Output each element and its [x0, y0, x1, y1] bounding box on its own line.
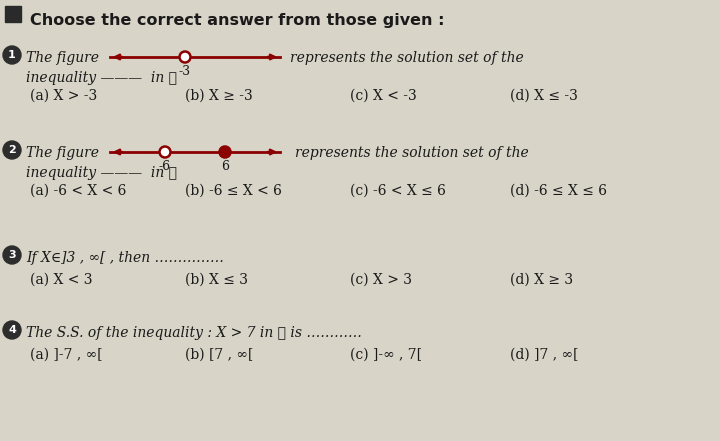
Text: (a) X > -3: (a) X > -3	[30, 89, 97, 103]
Text: (c) X > 3: (c) X > 3	[350, 273, 412, 287]
Text: The figure: The figure	[26, 51, 99, 65]
Text: (b) [7 , ∞[: (b) [7 , ∞[	[185, 348, 253, 362]
Text: Choose the correct answer from those given :: Choose the correct answer from those giv…	[30, 13, 444, 28]
Circle shape	[220, 146, 230, 157]
Circle shape	[179, 52, 191, 63]
Text: represents the solution set of the: represents the solution set of the	[295, 146, 528, 160]
Text: (d) X ≤ -3: (d) X ≤ -3	[510, 89, 578, 103]
Circle shape	[3, 141, 21, 159]
Circle shape	[3, 46, 21, 64]
Text: If X∈]3 , ∞[ , then ……………: If X∈]3 , ∞[ , then ……………	[26, 251, 224, 265]
Text: (a) ]-7 , ∞[: (a) ]-7 , ∞[	[30, 348, 102, 362]
Text: Q: Q	[9, 14, 17, 23]
Text: 1: 1	[8, 50, 16, 60]
Text: (d) X ≥ 3: (d) X ≥ 3	[510, 273, 573, 287]
Text: The figure: The figure	[26, 146, 99, 160]
Text: 3: 3	[8, 250, 16, 260]
Text: inequality ———  in ℝ: inequality ——— in ℝ	[26, 71, 177, 85]
Text: (b) X ≤ 3: (b) X ≤ 3	[185, 273, 248, 287]
Text: (d) ]7 , ∞[: (d) ]7 , ∞[	[510, 348, 578, 362]
Text: (c) ]-∞ , 7[: (c) ]-∞ , 7[	[350, 348, 422, 362]
Text: (d) -6 ≤ X ≤ 6: (d) -6 ≤ X ≤ 6	[510, 184, 607, 198]
Text: (a) X < 3: (a) X < 3	[30, 273, 92, 287]
Text: 2: 2	[8, 145, 16, 155]
Bar	[5, 6, 21, 22]
Text: (c) -6 < X ≤ 6: (c) -6 < X ≤ 6	[350, 184, 446, 198]
Text: 6: 6	[221, 160, 229, 173]
Text: The S.S. of the inequality : X > 7 in ℝ is …………: The S.S. of the inequality : X > 7 in ℝ …	[26, 326, 362, 340]
Text: (b) X ≥ -3: (b) X ≥ -3	[185, 89, 253, 103]
Text: 4: 4	[8, 325, 16, 335]
Text: (c) X < -3: (c) X < -3	[350, 89, 417, 103]
Circle shape	[3, 246, 21, 264]
Circle shape	[160, 146, 171, 157]
Text: -3: -3	[179, 65, 191, 78]
Text: (a) -6 < X < 6: (a) -6 < X < 6	[30, 184, 127, 198]
Circle shape	[3, 321, 21, 339]
Text: inequality ———  in ℝ: inequality ——— in ℝ	[26, 166, 177, 180]
Text: (b) -6 ≤ X < 6: (b) -6 ≤ X < 6	[185, 184, 282, 198]
Text: represents the solution set of the: represents the solution set of the	[290, 51, 523, 65]
Text: -6: -6	[159, 160, 171, 173]
